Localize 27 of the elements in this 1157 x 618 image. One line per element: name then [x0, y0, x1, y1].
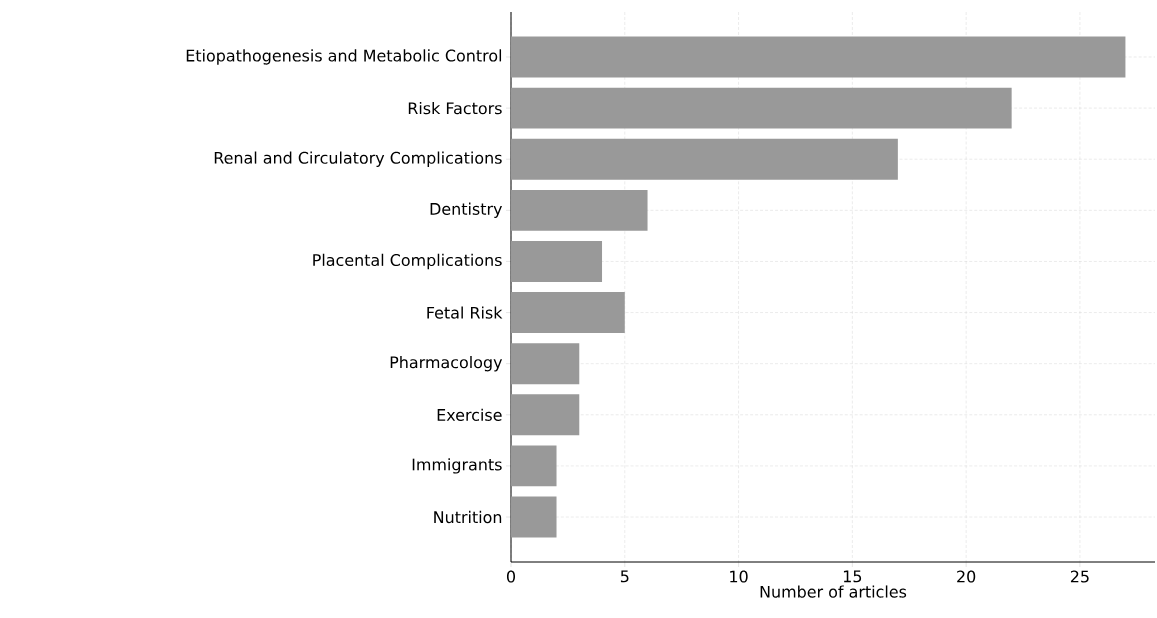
- bar: [511, 292, 625, 334]
- y-tick-label: Pharmacology: [390, 355, 503, 372]
- bar: [511, 394, 580, 436]
- x-tick-label: 5: [620, 570, 629, 583]
- x-tick-label: 15: [843, 570, 862, 583]
- bar: [511, 36, 1126, 78]
- y-tick-label: Placental Complications: [313, 253, 502, 270]
- bar: [511, 241, 603, 282]
- bar: [511, 445, 557, 487]
- y-tick-label: Dentistry: [430, 202, 502, 219]
- x-tick-label: 0: [506, 570, 516, 583]
- bar: [511, 496, 557, 538]
- y-tick-label: Fetal Risk: [427, 306, 503, 319]
- bar: [511, 138, 898, 180]
- x-tick-label: 10: [730, 570, 748, 583]
- bar: [511, 189, 648, 231]
- x-axis-title: Number of articles: [760, 585, 907, 598]
- bar: [511, 343, 580, 385]
- y-tick-label: Renal and Circulatory Complications: [214, 151, 502, 167]
- y-tick-label: Nutrition: [434, 510, 502, 524]
- y-tick-label: Immigrants: [412, 458, 502, 474]
- x-tick-label: 20: [957, 570, 976, 583]
- x-tick-label: 25: [1070, 570, 1089, 583]
- y-tick-label: Risk Factors: [408, 101, 502, 115]
- y-tick-label: Exercise: [437, 408, 502, 421]
- bar: [511, 87, 1012, 129]
- y-tick-label: Etiopathogenesis and Metabolic Control: [186, 49, 502, 65]
